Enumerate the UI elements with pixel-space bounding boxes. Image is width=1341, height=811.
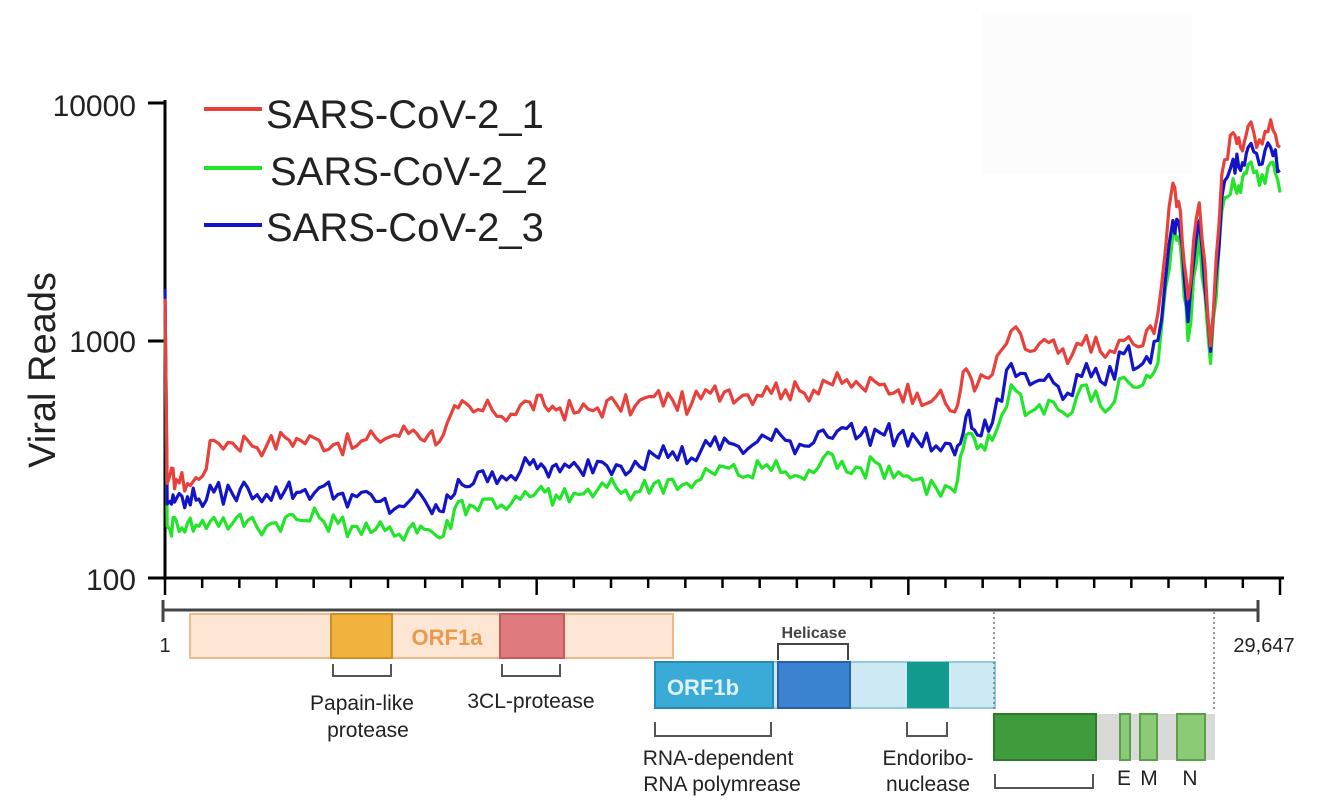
spike-block bbox=[993, 713, 1097, 761]
rdrp-bracket bbox=[654, 722, 772, 737]
papain-like-protease-domain bbox=[330, 613, 393, 659]
genome-start-label: 1 bbox=[159, 635, 170, 657]
orf1a-block bbox=[189, 613, 674, 659]
orf1b-label: ORF1b bbox=[667, 675, 739, 700]
m-gene-block bbox=[1139, 713, 1158, 761]
orf1b-block bbox=[654, 661, 774, 709]
e-gene-block bbox=[1119, 713, 1131, 761]
rdrp-label-line1: RNA-dependent bbox=[643, 747, 794, 770]
legend: SARS-CoV-2_1 SARS-CoV-2_2 SARS-CoV-2_3 bbox=[204, 93, 548, 250]
legend-label-2: SARS-CoV-2_2 bbox=[270, 150, 548, 194]
endo-label-line2: nuclease bbox=[886, 773, 970, 796]
legend-label-1: SARS-CoV-2_1 bbox=[266, 93, 544, 137]
endoribonuclease-domain bbox=[907, 662, 949, 708]
faint-background-box bbox=[982, 12, 1192, 174]
orf1a-label: ORF1a bbox=[412, 625, 484, 650]
series-group bbox=[163, 118, 1282, 542]
x-minor-ticks bbox=[163, 578, 1282, 595]
e-gene-label: E bbox=[1117, 767, 1131, 790]
papain-bracket bbox=[332, 664, 392, 677]
papain-label-line1: Papain-like bbox=[310, 692, 414, 715]
papain-label-line2: protease bbox=[327, 719, 409, 742]
endo-bracket bbox=[906, 722, 948, 737]
rdrp-label-line2: RNA polymrease bbox=[643, 773, 801, 796]
3cl-bracket bbox=[501, 664, 561, 677]
3cl-label: 3CL-protease bbox=[467, 690, 594, 713]
y-tick-label-1000: 1000 bbox=[69, 326, 136, 359]
y-axis-label: Viral Reads bbox=[22, 272, 64, 468]
3cl-protease-domain bbox=[499, 613, 565, 659]
endo-label-line1: Endoribo- bbox=[882, 747, 973, 770]
series-line-3 bbox=[163, 141, 1281, 516]
helicase-bracket bbox=[777, 643, 849, 660]
helicase-domain bbox=[777, 661, 851, 709]
y-tick-label-100: 100 bbox=[86, 564, 136, 597]
genome-end-label: 29,647 bbox=[1233, 635, 1294, 657]
helicase-label: Helicase bbox=[782, 625, 847, 642]
series-line-1 bbox=[163, 118, 1281, 493]
legend-label-3: SARS-CoV-2_3 bbox=[266, 206, 544, 250]
spike-bracket bbox=[994, 774, 1094, 789]
m-gene-label: M bbox=[1140, 767, 1158, 790]
y-tick-label-10000: 10000 bbox=[53, 90, 136, 123]
n-gene-label: N bbox=[1182, 767, 1197, 790]
n-gene-block bbox=[1176, 713, 1206, 761]
